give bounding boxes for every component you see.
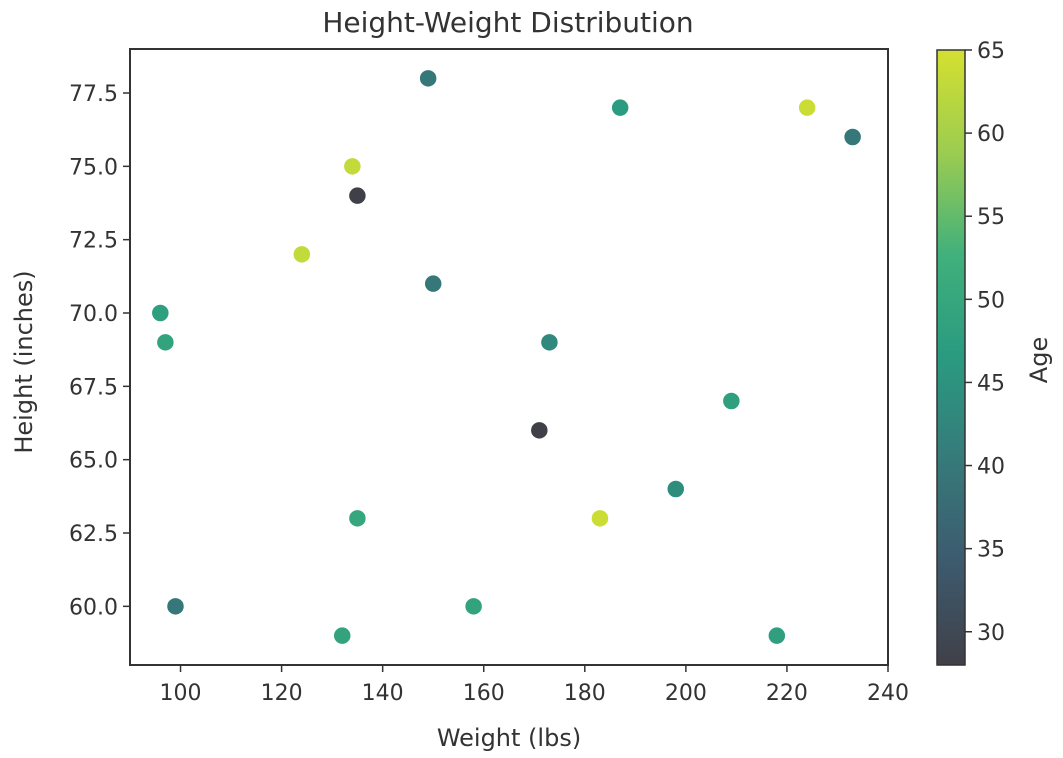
points-layer xyxy=(150,68,863,646)
y-tick-label: 65.0 xyxy=(69,449,118,474)
data-point xyxy=(842,127,863,147)
colorbar-gradient xyxy=(936,49,966,666)
x-tick-label: 200 xyxy=(665,681,707,706)
y-tick-label: 60.0 xyxy=(69,595,118,620)
y-tick-label: 75.0 xyxy=(69,155,118,180)
x-tick-label: 220 xyxy=(766,681,808,706)
data-point xyxy=(463,596,484,617)
y-axis-label: Height (inches) xyxy=(10,270,38,453)
colorbar-tick-label: 65 xyxy=(977,39,1005,64)
y-tick-label: 62.5 xyxy=(69,522,118,547)
colorbar-ticks: 30 35 40 45 50 55 60 65 xyxy=(965,39,1005,646)
x-tick-label: 180 xyxy=(564,681,606,706)
x-tick-label: 160 xyxy=(463,681,505,706)
data-point xyxy=(155,332,176,353)
colorbar-tick-label: 30 xyxy=(977,621,1005,646)
data-point xyxy=(347,185,368,206)
x-tick-label: 100 xyxy=(160,681,202,706)
data-point xyxy=(721,391,742,411)
chart-title: Height-Weight Distribution xyxy=(322,6,693,39)
colorbar-tick-label: 40 xyxy=(977,455,1005,480)
data-point xyxy=(332,625,352,646)
colorbar-label: Age xyxy=(1025,337,1053,383)
data-point xyxy=(342,156,363,177)
colorbar-tick-label: 35 xyxy=(977,538,1005,563)
y-tick-label: 77.5 xyxy=(69,82,118,107)
y-tick-label: 70.0 xyxy=(69,302,118,327)
data-point xyxy=(150,303,171,323)
data-point xyxy=(666,479,686,499)
x-tick-label: 140 xyxy=(362,681,404,706)
x-tick-label: 120 xyxy=(261,681,303,706)
data-point xyxy=(590,508,610,529)
plot-area: 100 120 140 160 180 200 220 240 60.0 62.5 65.0 67.… xyxy=(69,48,909,706)
data-point xyxy=(423,273,443,294)
colorbar-tick-label: 55 xyxy=(977,205,1005,230)
x-axis-label: Weight (lbs) xyxy=(437,724,581,752)
colorbar-tick-label: 60 xyxy=(977,122,1005,147)
data-point xyxy=(529,420,550,441)
data-point xyxy=(797,97,817,118)
plot-frame xyxy=(129,48,889,666)
data-point xyxy=(418,68,438,89)
data-point xyxy=(347,508,368,529)
y-tick-label: 72.5 xyxy=(69,229,118,254)
data-point xyxy=(767,625,787,646)
data-point xyxy=(539,332,560,353)
y-axis-ticks: 60.0 62.5 65.0 67.5 70.0 72.5 75.0 77.5 xyxy=(69,82,130,620)
data-point xyxy=(610,97,630,118)
x-tick-label: 240 xyxy=(867,681,909,706)
data-point xyxy=(292,244,312,265)
colorbar: 30 35 40 45 50 55 60 65 Age xyxy=(936,39,1053,666)
x-axis-ticks: 100 120 140 160 180 200 220 240 xyxy=(160,665,909,706)
y-tick-label: 67.5 xyxy=(69,375,118,400)
colorbar-tick-label: 50 xyxy=(977,288,1005,313)
colorbar-tick-label: 45 xyxy=(977,371,1005,396)
data-point xyxy=(165,596,186,617)
